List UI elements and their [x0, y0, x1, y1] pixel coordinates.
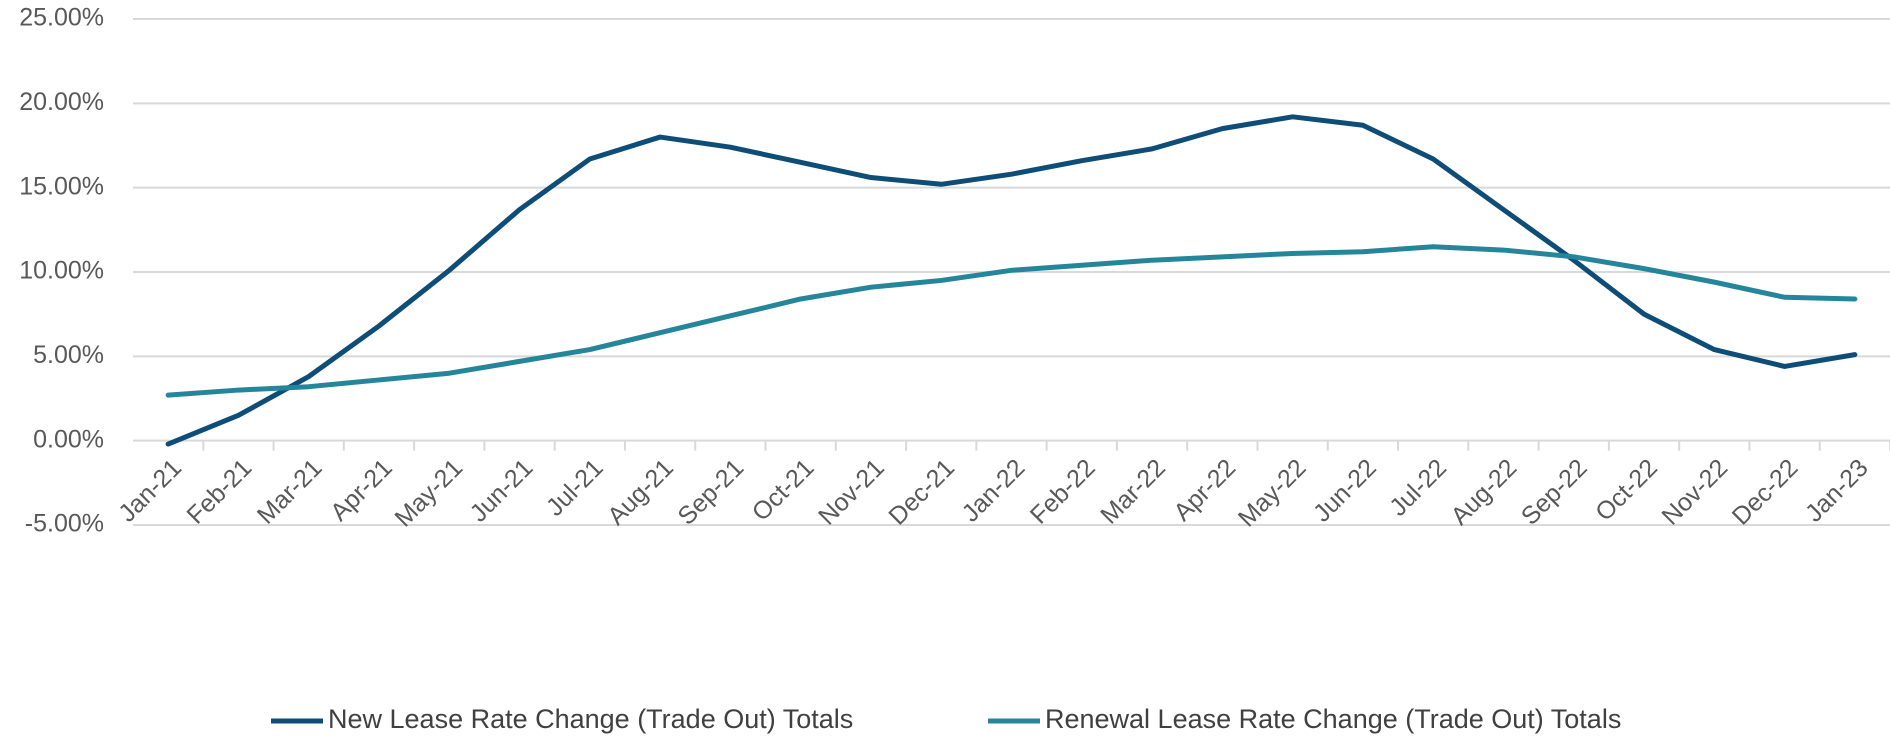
legend-label: New Lease Rate Change (Trade Out) Totals	[328, 704, 853, 734]
x-tick-label: Dec-22	[1727, 454, 1804, 531]
x-tick-label: Jan-22	[957, 454, 1031, 528]
y-tick-label: 10.00%	[19, 257, 104, 285]
x-tick-label: Oct-22	[1590, 454, 1663, 527]
x-tick-label: Feb-22	[1025, 454, 1101, 530]
y-tick-label: 15.00%	[19, 172, 104, 200]
series-line	[165, 114, 1858, 447]
x-tick-label: Jul-22	[1384, 454, 1452, 522]
x-tick-label: Feb-21	[182, 454, 258, 530]
x-tick-label: May-21	[389, 454, 468, 533]
y-tick-label: 5.00%	[33, 341, 104, 369]
legend-label: Renewal Lease Rate Change (Trade Out) To…	[1045, 704, 1621, 734]
x-tick-label: Jun-22	[1308, 454, 1382, 528]
y-tick-label: -5.00%	[25, 510, 104, 538]
x-tick-label: Apr-22	[1168, 454, 1241, 527]
x-tick-label: Jan-23	[1800, 454, 1874, 528]
x-tick-label: Apr-21	[325, 454, 398, 527]
y-tick-label: 20.00%	[19, 88, 104, 116]
x-tick-label: May-22	[1233, 454, 1312, 533]
x-tick-label: Mar-21	[252, 454, 328, 530]
x-tick-label: Nov-21	[813, 454, 890, 531]
x-tick-label: Nov-22	[1656, 454, 1733, 531]
x-tick-label: Sep-22	[1516, 454, 1593, 531]
x-tick-label: Dec-21	[883, 454, 960, 531]
x-tick-label: Jul-21	[541, 454, 609, 522]
x-tick-label: Sep-21	[672, 454, 749, 531]
legend: New Lease Rate Change (Trade Out) Totals…	[271, 704, 1621, 734]
x-tick-label: Mar-22	[1095, 454, 1171, 530]
x-tick-label: Aug-21	[602, 454, 679, 531]
y-tick-label: 0.00%	[33, 425, 104, 453]
x-tick-label: Oct-21	[747, 454, 820, 527]
x-tick-label: Jun-21	[465, 454, 539, 528]
x-tick-label: Jan-21	[113, 454, 187, 528]
series-line	[165, 244, 1858, 398]
x-tick-label: Aug-22	[1446, 454, 1523, 531]
y-tick-label: 25.00%	[19, 4, 104, 32]
